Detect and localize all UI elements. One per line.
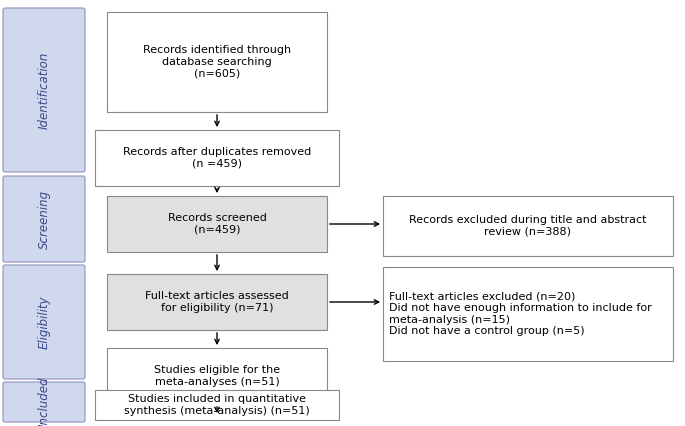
FancyBboxPatch shape bbox=[3, 265, 85, 379]
Bar bbox=[107, 12, 327, 112]
Bar bbox=[95, 390, 339, 420]
Text: Full-text articles excluded (n=20)
Did not have enough information to include fo: Full-text articles excluded (n=20) Did n… bbox=[389, 292, 651, 337]
Text: Eligibility: Eligibility bbox=[38, 295, 51, 349]
Text: Studies eligible for the
meta-analyses (n=51): Studies eligible for the meta-analyses (… bbox=[154, 365, 280, 387]
Bar bbox=[107, 348, 327, 404]
Text: Full-text articles assessed
for eligibility (n=71): Full-text articles assessed for eligibil… bbox=[145, 291, 289, 313]
Text: Records screened
(n=459): Records screened (n=459) bbox=[168, 213, 266, 235]
FancyBboxPatch shape bbox=[3, 8, 85, 172]
Bar bbox=[383, 196, 673, 256]
Text: Records identified through
database searching
(n=605): Records identified through database sear… bbox=[143, 46, 291, 79]
Text: Identification: Identification bbox=[38, 51, 51, 129]
Text: Included: Included bbox=[38, 377, 51, 426]
Text: Records after duplicates removed
(n =459): Records after duplicates removed (n =459… bbox=[123, 147, 311, 169]
Bar bbox=[107, 196, 327, 252]
Bar bbox=[95, 130, 339, 186]
Text: Studies included in quantitative
synthesis (meta-analysis) (n=51): Studies included in quantitative synthes… bbox=[124, 394, 310, 416]
FancyBboxPatch shape bbox=[3, 382, 85, 422]
Text: Screening: Screening bbox=[38, 190, 51, 248]
Bar bbox=[383, 267, 673, 361]
Text: Records excluded during title and abstract
review (n=388): Records excluded during title and abstra… bbox=[409, 215, 647, 237]
FancyBboxPatch shape bbox=[3, 176, 85, 262]
Bar bbox=[107, 274, 327, 330]
